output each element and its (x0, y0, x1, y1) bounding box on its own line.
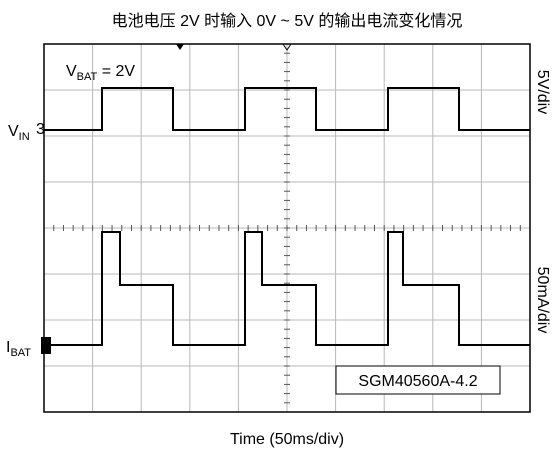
ibat-label: IBAT (6, 339, 31, 359)
ch1-scale: 5V/div (534, 70, 551, 114)
vin-main: V (8, 123, 19, 140)
vin-label: VIN (8, 123, 30, 143)
ibat-trace (44, 231, 530, 346)
vin-marker: 3 (36, 121, 45, 138)
part-box (335, 365, 501, 395)
ibat-sub: BAT (10, 347, 31, 359)
vbat-label: VBAT = 2V (66, 63, 135, 83)
vbat-rest: = 2V (97, 63, 135, 80)
ch2-scale: 50mA/div (534, 267, 551, 334)
x-label: Time (50ms/div) (230, 431, 344, 448)
ibat-channel-marker (41, 337, 51, 354)
grid (43, 43, 531, 413)
vin-trace (44, 87, 530, 131)
title: 电池电压 2V 时输入 0V ~ 5V 的输出电流变化情况 (112, 12, 463, 30)
vbat-main: V (66, 63, 77, 80)
center-marker (282, 43, 292, 51)
trigger-marker (176, 44, 184, 50)
part-number: SGM40560A-4.2 (358, 373, 477, 390)
vin-sub: IN (19, 131, 30, 143)
vbat-sub: BAT (77, 71, 98, 83)
ibat-main: I (6, 339, 10, 356)
